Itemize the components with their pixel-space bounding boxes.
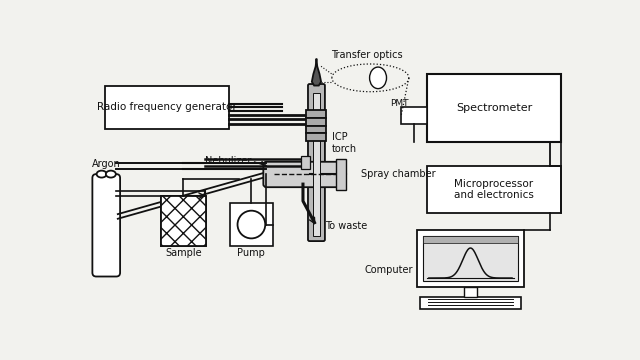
Bar — [307, 110, 326, 118]
Text: Transfer optics: Transfer optics — [331, 50, 403, 60]
Text: Microprocessor
and electronics: Microprocessor and electronics — [454, 179, 534, 200]
Text: Radio frequency generator: Radio frequency generator — [97, 103, 237, 112]
Bar — [401, 107, 427, 124]
Text: Spectrometer: Spectrometer — [456, 103, 532, 113]
FancyBboxPatch shape — [92, 174, 120, 276]
Bar — [307, 126, 326, 133]
Bar — [307, 118, 326, 126]
Bar — [464, 287, 477, 297]
Bar — [105, 86, 230, 130]
Text: PMT: PMT — [390, 99, 409, 108]
Bar — [427, 74, 561, 142]
Polygon shape — [312, 59, 321, 86]
Text: Sample: Sample — [165, 248, 202, 258]
Text: Pump: Pump — [237, 248, 266, 258]
Bar — [161, 195, 205, 246]
Bar — [336, 159, 346, 190]
Bar — [422, 236, 518, 281]
Bar — [422, 236, 518, 243]
Bar — [314, 93, 319, 236]
Bar — [301, 156, 310, 169]
Text: To waste: To waste — [324, 221, 367, 231]
Bar — [427, 166, 561, 213]
Text: Argon: Argon — [92, 159, 120, 169]
Ellipse shape — [97, 171, 107, 177]
Bar — [230, 203, 273, 246]
Bar — [307, 161, 310, 172]
Text: Spray chamber: Spray chamber — [361, 170, 436, 180]
Bar — [161, 195, 205, 246]
Bar — [307, 133, 326, 141]
FancyBboxPatch shape — [263, 162, 342, 187]
Bar — [417, 230, 524, 287]
Ellipse shape — [369, 67, 387, 89]
FancyBboxPatch shape — [308, 84, 325, 241]
Bar — [420, 297, 520, 309]
Ellipse shape — [106, 171, 116, 177]
Text: ICP
torch: ICP torch — [332, 132, 357, 154]
Text: Nebulizer: Nebulizer — [205, 156, 251, 166]
Circle shape — [237, 211, 265, 238]
Text: Computer: Computer — [364, 265, 413, 275]
